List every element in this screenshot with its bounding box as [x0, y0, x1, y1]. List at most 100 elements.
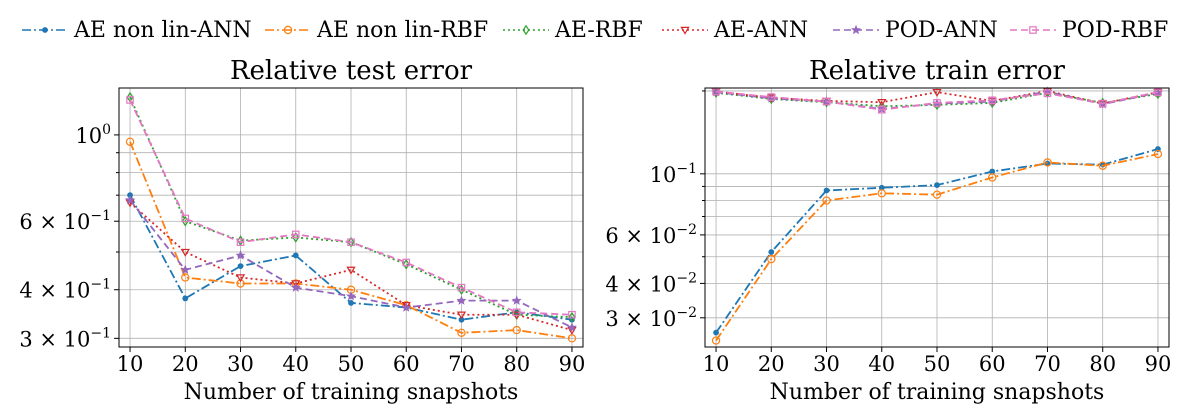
data-point-pod-rbf: [457, 283, 466, 292]
data-point-pod-ann: [401, 302, 412, 312]
x-tick-label: 80: [1089, 352, 1116, 376]
data-point-pod-rbf: [291, 230, 300, 239]
legend-label-ae-non-lin-ann: AE non lin-ANN: [73, 18, 252, 43]
data-point-ae-non-lin-rbf: [125, 137, 135, 147]
series-ae-non-lin-rbf: [711, 149, 1163, 345]
legend-label-ae-rbf: AE-RBF: [554, 18, 643, 43]
data-point-pod-ann: [456, 295, 467, 305]
legend-item-ae-non-lin-ann: AE non lin-ANN: [22, 18, 252, 43]
legend-item-ae-non-lin-rbf: AE non lin-RBF: [265, 18, 488, 43]
data-point-pod-rbf: [1043, 89, 1052, 98]
data-point-pod-rbf: [767, 93, 776, 101]
data-point-ae-ann: [235, 274, 246, 283]
data-point-ae-ann: [456, 311, 467, 320]
y-tick-label: 3 × 10−2: [605, 305, 697, 331]
x-tick-label: 40: [868, 352, 895, 376]
y-tick-label: 10−1: [650, 161, 697, 187]
x-tick-label: 30: [227, 352, 254, 376]
data-point-ae-non-lin-ann: [768, 249, 775, 255]
y-tick-label: 3 × 10−1: [19, 325, 111, 351]
legend-marker-ae-ann: [680, 26, 690, 35]
data-point-ae-non-lin-ann: [934, 182, 940, 189]
series-pod-rbf: [712, 87, 1162, 114]
data-point-pod-rbf: [988, 96, 997, 105]
data-point-ae-non-lin-rbf: [1043, 158, 1052, 167]
series-line-pod-rbf: [129, 99, 572, 316]
data-point-pod-ann: [511, 295, 522, 305]
plot-frame: [118, 87, 584, 348]
y-tick-label: 100: [75, 122, 111, 148]
data-point-ae-non-lin-ann: [989, 168, 996, 175]
x-tick-label: 30: [813, 352, 840, 376]
data-point-ae-non-lin-ann: [713, 329, 719, 336]
x-tick-label: 70: [448, 352, 475, 376]
x-tick-label: 90: [1145, 352, 1172, 376]
legend-item-ae-ann: AE-ANN: [662, 18, 808, 43]
data-point-pod-rbf: [568, 310, 576, 319]
x-tick-label: 80: [503, 352, 530, 376]
legend-label-ae-ann: AE-ANN: [713, 18, 808, 43]
legend-label-pod-ann: POD-ANN: [885, 18, 998, 43]
data-point-ae-non-lin-ann: [823, 187, 830, 194]
test-error-chart: Relative test error 100 6 × 10−1 4 × 10−1 3 …: [19, 56, 585, 405]
data-point-ae-non-lin-rbf: [1098, 161, 1107, 170]
series-line-ae-non-lin-rbf: [129, 141, 573, 340]
legend-marker-pod-rbf: [1029, 26, 1037, 34]
data-point-ae-ann: [346, 266, 356, 275]
data-point-ae-non-lin-rbf: [457, 328, 466, 337]
legend-marker-ae-rbf: [522, 24, 530, 36]
data-point-pod-ann: [125, 194, 136, 205]
x-axis-label: Number of training snapshots: [184, 380, 519, 405]
train-error-chart: Relative train error 10−1 6 × 10−2 4 × 10−2…: [605, 56, 1171, 405]
x-tick-label: 50: [338, 352, 365, 376]
data-point-ae-ann: [932, 88, 942, 97]
data-point-ae-non-lin-rbf: [932, 190, 942, 199]
data-point-pod-rbf: [822, 97, 831, 106]
legend: AE non lin-ANN AE non lin-RBF AE-RBF AE-ANN…: [22, 18, 1168, 43]
data-point-ae-non-lin-rbf: [236, 279, 245, 288]
data-point-pod-rbf: [402, 258, 411, 267]
data-point-ae-non-lin-rbf: [822, 196, 831, 205]
data-point-ae-non-lin-ann: [292, 252, 299, 259]
x-tick-label: 60: [979, 352, 1006, 376]
chart-title: Relative test error: [230, 56, 473, 86]
data-point-ae-non-lin-rbf: [512, 325, 521, 335]
data-point-ae-non-lin-ann: [182, 295, 189, 302]
data-point-ae-ann: [291, 280, 301, 289]
data-point-pod-ann: [566, 322, 577, 332]
y-tick-label: 4 × 10−2: [605, 270, 697, 296]
data-point-ae-non-lin-rbf: [988, 173, 997, 182]
legend-item-pod-rbf: POD-RBF: [1010, 18, 1168, 43]
data-point-ae-non-lin-ann: [237, 263, 244, 270]
x-axis-label: Number of training snapshots: [770, 380, 1105, 405]
data-point-ae-non-lin-rbf: [711, 336, 721, 345]
data-point-pod-ann: [235, 250, 246, 260]
x-tick-label: 70: [1034, 352, 1061, 376]
data-point-pod-rbf: [347, 238, 355, 246]
x-tick-label: 20: [172, 352, 199, 376]
legend-marker-ae-non-lin-ann: [42, 27, 48, 33]
series-line-ae-non-lin-rbf: [715, 153, 1159, 342]
legend-item-ae-rbf: AE-RBF: [503, 18, 643, 43]
y-tick-label: 6 × 10−1: [19, 208, 111, 234]
data-point-pod-rbf: [933, 99, 941, 107]
data-point-ae-non-lin-rbf: [877, 189, 886, 198]
data-point-ae-non-lin-ann: [348, 299, 354, 306]
legend-item-pod-ann: POD-ANN: [833, 18, 998, 43]
data-point-pod-rbf: [126, 96, 134, 104]
data-point-pod-ann: [346, 290, 356, 301]
plot-frame: [704, 87, 1170, 348]
series-line-ae-ann: [129, 201, 573, 331]
series-pod-ann: [125, 194, 577, 332]
data-point-ae-ann: [180, 248, 190, 257]
data-point-pod-rbf: [1098, 99, 1107, 108]
data-point-ae-non-lin-rbf: [1153, 149, 1163, 159]
data-point-pod-rbf: [1154, 88, 1162, 96]
x-tick-label: 50: [924, 352, 951, 376]
data-point-pod-ann: [290, 282, 301, 292]
data-point-pod-rbf: [181, 214, 190, 223]
x-tick-label: 40: [282, 352, 309, 376]
data-point-ae-rbf: [568, 311, 576, 323]
legend-marker-pod-ann: [851, 24, 861, 35]
